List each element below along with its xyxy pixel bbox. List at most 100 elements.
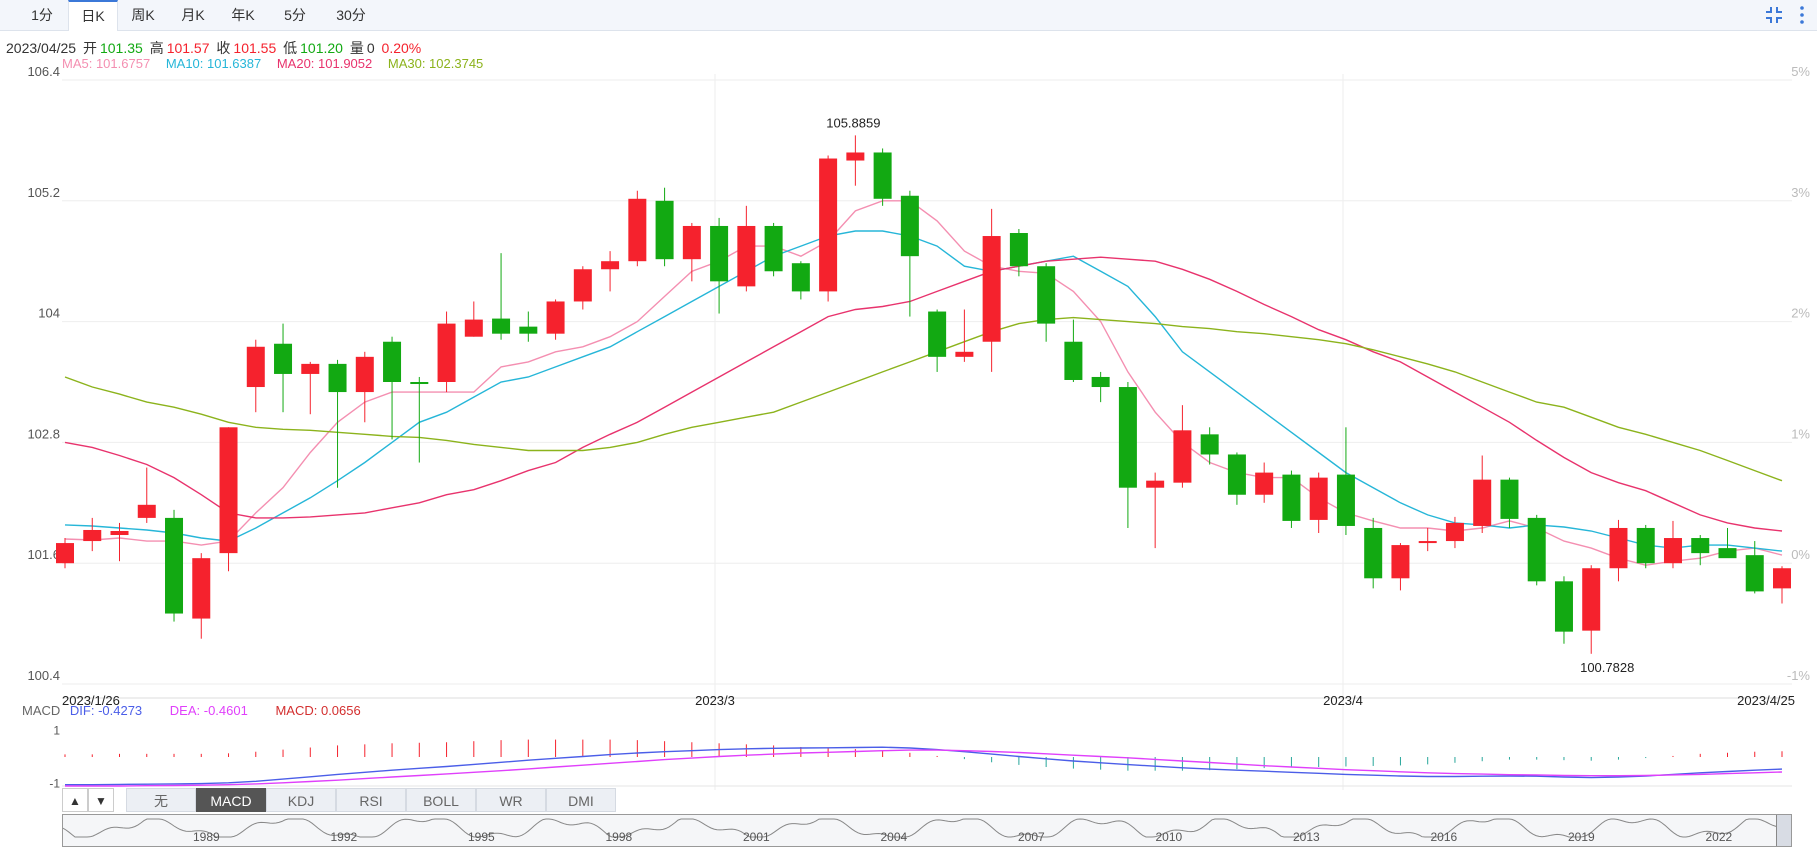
y-tick-label: 100.4 xyxy=(27,668,60,683)
y-tick-label: 101.6 xyxy=(27,547,60,562)
exit-fullscreen-icon[interactable] xyxy=(1763,4,1785,26)
candle-body xyxy=(1718,548,1737,559)
candle xyxy=(1418,527,1437,552)
macd-value-legend: MACD: 0.0656 xyxy=(275,703,361,718)
ma20-legend: MA20: 101.9052 xyxy=(276,56,373,71)
tab-daily-k[interactable]: 日K xyxy=(68,0,118,31)
history-navigator[interactable]: 1989 1992 1995 1998 2001 2004 2007 2010 2013 2016… xyxy=(62,814,1792,847)
candle-body xyxy=(1582,568,1601,631)
candle xyxy=(1364,517,1383,589)
navigator-handle[interactable] xyxy=(1776,815,1791,846)
candle xyxy=(1309,472,1328,533)
info-date: 2023/04/25 xyxy=(6,40,77,56)
candle xyxy=(928,309,947,372)
candle-body xyxy=(628,198,647,262)
macd-tick-label: 1 xyxy=(53,724,60,738)
tab-weekly-k[interactable]: 周K xyxy=(131,7,155,23)
candle-body xyxy=(573,269,592,302)
candle-body xyxy=(1773,568,1791,589)
candle-body xyxy=(1037,266,1056,324)
tab-monthly-k[interactable]: 月K xyxy=(181,7,205,23)
candle xyxy=(1527,514,1546,586)
candle xyxy=(764,222,783,277)
info-open: 101.35 xyxy=(99,40,143,56)
tab-yearly-k[interactable]: 年K xyxy=(231,7,255,23)
indicator-tab-dmi[interactable]: DMI xyxy=(546,788,616,812)
ma-line-ma10 xyxy=(64,230,1783,552)
candle xyxy=(710,217,729,314)
candle-body xyxy=(682,225,701,260)
candle xyxy=(383,336,402,440)
indicator-tab-kdj[interactable]: KDJ xyxy=(266,788,336,812)
candle xyxy=(1037,263,1056,342)
candle-body xyxy=(1146,480,1165,488)
candle xyxy=(137,467,156,523)
candle-body xyxy=(655,200,674,260)
nav-year-label: 2022 xyxy=(1705,830,1733,844)
tab-30min[interactable]: 30分 xyxy=(336,7,366,23)
min-price-label: 100.7828 xyxy=(1580,660,1634,675)
indicator-tab-rsi[interactable]: RSI xyxy=(336,788,406,812)
ma-line-ma20 xyxy=(64,256,1783,532)
nav-year-label: 2001 xyxy=(743,830,770,844)
candle xyxy=(301,361,320,415)
scroll-down-button[interactable]: ▼ xyxy=(88,788,114,812)
candle xyxy=(519,311,538,342)
candle xyxy=(1391,543,1410,591)
candle xyxy=(1718,527,1737,559)
candle-body xyxy=(437,323,456,382)
candle-body xyxy=(165,517,184,614)
candle xyxy=(1064,319,1083,382)
info-close: 101.55 xyxy=(233,40,277,56)
candle-body xyxy=(928,311,947,357)
candle xyxy=(56,538,74,569)
candle xyxy=(437,311,456,393)
candle xyxy=(246,339,265,413)
candle xyxy=(1009,228,1028,277)
info-high: 101.57 xyxy=(166,40,210,56)
candle-body xyxy=(1255,472,1274,495)
candle-body xyxy=(846,152,865,161)
dea-line xyxy=(65,749,1783,787)
candle-body xyxy=(1418,541,1437,544)
tab-1min[interactable]: 1分 xyxy=(31,7,53,23)
candle-body xyxy=(1473,479,1492,526)
nav-year-label: 1998 xyxy=(605,830,633,844)
candle-body xyxy=(137,504,156,518)
candle xyxy=(110,522,129,562)
candle-body xyxy=(301,363,320,374)
candle-body xyxy=(246,346,265,388)
indicator-tab-boll[interactable]: BOLL xyxy=(406,788,476,812)
candle-body xyxy=(1173,430,1192,483)
scroll-up-button[interactable]: ▲ xyxy=(62,788,88,812)
nav-year-label: 2019 xyxy=(1568,830,1595,844)
candle xyxy=(1118,382,1137,528)
info-change: 0.20% xyxy=(381,40,422,56)
candlestick-chart[interactable]: 106.4 5% 105.2 3% 104 2% 102.8 1% 101.6 0% 100.4 -1… xyxy=(0,0,1817,790)
candle-body xyxy=(1527,517,1546,582)
candle-body xyxy=(982,236,1001,342)
candle-body xyxy=(546,301,565,334)
info-volume-label: 量 xyxy=(349,40,364,56)
candle xyxy=(682,222,701,282)
pct-tick-label: 3% xyxy=(1791,185,1810,200)
candle-body xyxy=(1500,479,1519,519)
indicator-tab-wr[interactable]: WR xyxy=(476,788,546,812)
indicator-tab-none[interactable]: 无 xyxy=(126,788,196,812)
pct-tick-label: 2% xyxy=(1791,306,1810,321)
more-options-icon[interactable] xyxy=(1795,4,1809,26)
tab-5min[interactable]: 5分 xyxy=(284,7,306,23)
macd-legend-name: MACD xyxy=(22,703,61,718)
candle xyxy=(1582,565,1601,654)
navigator-sparkline xyxy=(63,818,1779,838)
candle-body xyxy=(1663,538,1682,564)
candle xyxy=(492,253,511,340)
candle-body xyxy=(737,225,756,287)
candle xyxy=(955,309,974,362)
candle-body xyxy=(110,530,129,536)
indicator-tab-macd[interactable]: MACD xyxy=(196,788,266,812)
candle-body xyxy=(1282,474,1301,521)
info-low: 101.20 xyxy=(300,40,343,56)
nav-year-label: 1989 xyxy=(193,830,220,844)
info-high-label: 高 xyxy=(149,40,164,56)
